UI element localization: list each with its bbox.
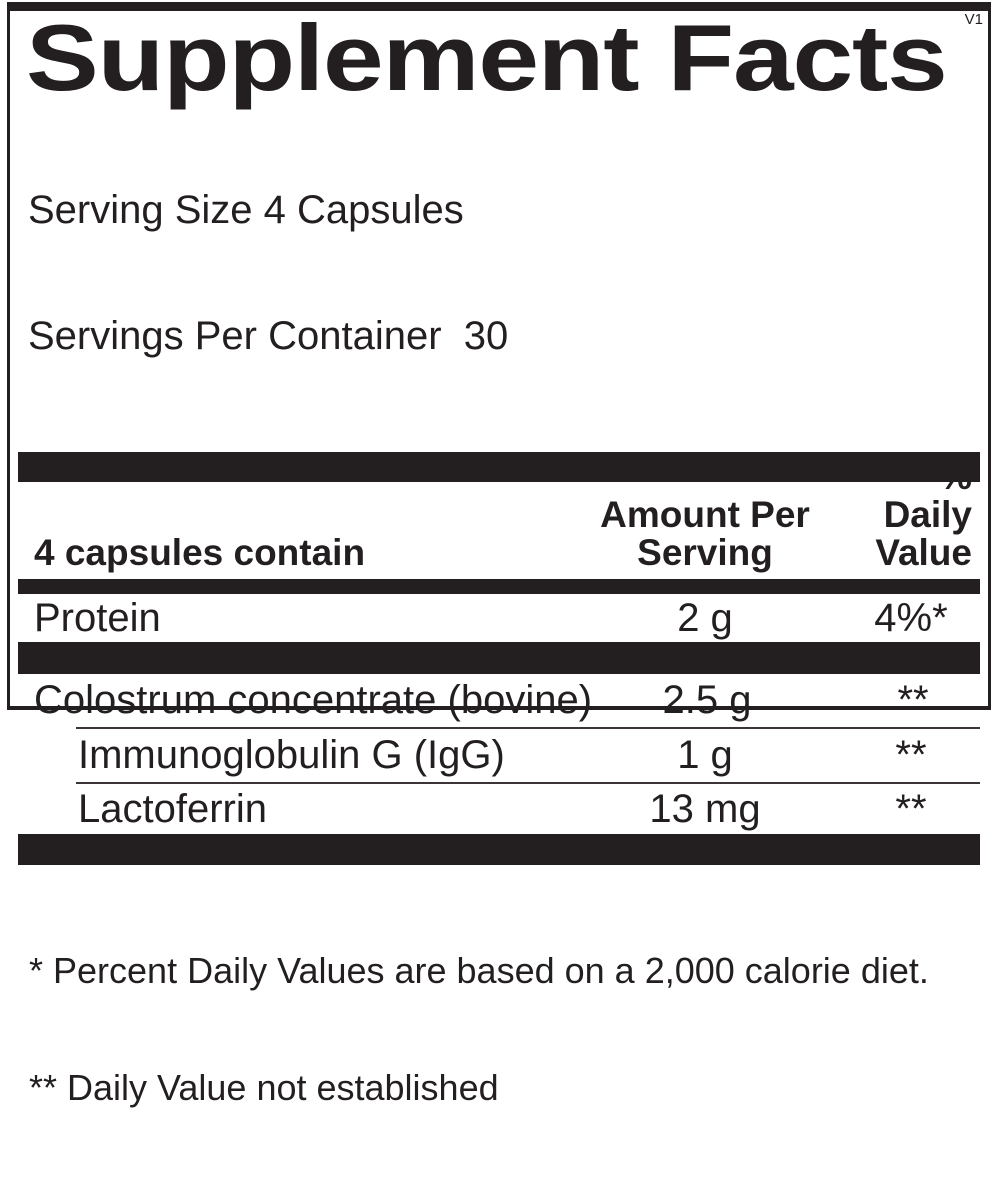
version-label: V1 — [964, 11, 983, 28]
separator-bar-header — [18, 579, 980, 594]
header-dv-column: % Daily Value — [875, 456, 972, 573]
ingredient-amount: 2 g — [677, 595, 733, 640]
ingredient-row-protein: Protein 2 g 4%* — [10, 594, 988, 642]
ingredient-row-igg: Immunoglobulin G (IgG) 1 g ** — [10, 729, 988, 782]
ingredient-row-colostrum: Colostrum concentrate (bovine) 2.5 g ** — [10, 674, 988, 727]
ingredient-row-lactoferrin: Lactoferrin 13 mg ** — [10, 784, 988, 834]
footnote-daily-value: * Percent Daily Values are based on a 2,… — [29, 950, 929, 991]
ingredient-dv: ** — [895, 786, 927, 831]
separator-bar-protein — [18, 642, 980, 674]
ingredient-dv: ** — [897, 678, 929, 722]
ingredient-dv: 4%* — [874, 595, 948, 640]
footnotes: * Percent Daily Values are based on a 2,… — [10, 873, 988, 1185]
ingredient-amount: 13 mg — [649, 786, 761, 831]
ingredient-name: Immunoglobulin G (IgG) — [78, 733, 505, 777]
separator-bar-top — [18, 452, 980, 482]
ingredient-amount: 1 g — [677, 733, 733, 777]
footnote-not-established: ** Daily Value not established — [29, 1067, 499, 1108]
header-name-column: 4 capsules contain — [34, 532, 366, 573]
header-amount-column: Amount Per Serving — [600, 494, 810, 573]
ingredient-amount: 2.5 g — [662, 678, 752, 722]
servings-per-container-line: Servings Per Container 30 — [28, 314, 509, 358]
facts-header-row: 4 capsules contain Amount Per Serving % … — [10, 458, 988, 573]
separator-bar-bottom — [18, 834, 980, 865]
ingredient-name: Colostrum concentrate (bovine) — [34, 678, 593, 722]
label-title-text: Supplement Facts — [26, 5, 948, 110]
serving-size-line: Serving Size 4 Capsules — [28, 188, 464, 232]
ingredient-name: Lactoferrin — [78, 786, 267, 831]
ingredient-dv: ** — [895, 733, 927, 777]
label-title: Supplement Facts — [26, 11, 988, 105]
serving-info: Serving Size 4 Capsules Servings Per Con… — [28, 105, 988, 441]
ingredient-name: Protein — [34, 595, 161, 640]
supplement-facts-label: V1 Supplement Facts Serving Size 4 Capsu… — [7, 2, 991, 1107]
